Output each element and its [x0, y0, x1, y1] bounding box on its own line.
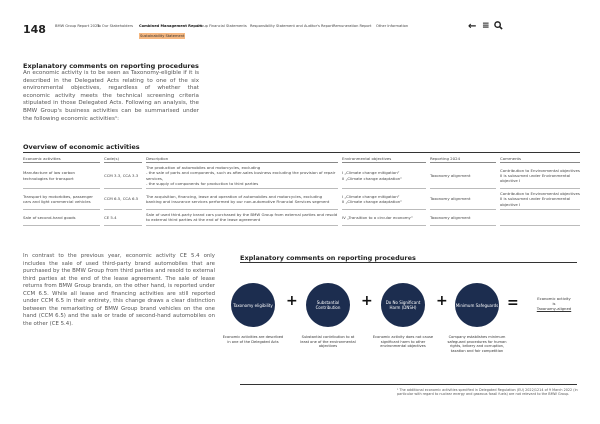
step-caption: Substantial contribution to at least one…	[300, 335, 356, 348]
cell-objectives: IV „Transition to a circular economy“	[342, 210, 426, 226]
intro-text: An economic activity is to be seen as Ta…	[23, 70, 199, 122]
cell-reporting: Taxonomy alignment	[430, 189, 496, 211]
col-header: Comments	[500, 154, 580, 163]
step-label: Do No Significant Harm (DNSH)	[385, 300, 421, 310]
page-number: 148	[23, 23, 46, 36]
cell-description: The production of automobiles and motorc…	[146, 163, 338, 190]
table-title-rule	[23, 152, 580, 153]
table-row: Sale of second-hand goods CE 5.4 Sale of u…	[23, 210, 580, 226]
plus-sign: +	[436, 293, 448, 309]
result-link: Taxonomy-aligned	[536, 305, 572, 311]
col-header: Code(s)	[104, 154, 142, 163]
cell-description: Sale of used third-party brand cars purc…	[146, 210, 338, 226]
back-arrow-icon[interactable]: ←	[468, 21, 477, 32]
nav-report[interactable]: BMW Group Report 2024	[55, 24, 100, 28]
intro-title: Explanatory comments on reporting proced…	[23, 62, 199, 70]
diagram-bottom-rule	[240, 384, 577, 385]
nav-responsibility-statement[interactable]: Responsibility Statement and Auditor's R…	[250, 24, 333, 28]
col-header: Environmental objectives	[342, 154, 426, 163]
cell-comments	[500, 210, 580, 226]
nav-sustainability-statement[interactable]: Sustainability Statement	[139, 33, 186, 39]
cell-comments: Contribution to Environmental objectives…	[500, 163, 580, 190]
nav-other-information[interactable]: Other Information	[376, 24, 409, 28]
nav-stakeholders[interactable]: To Our Stakeholders	[97, 24, 134, 28]
body-text: In contrast to the previous year, econom…	[23, 253, 215, 327]
menu-icon[interactable]: ≡	[482, 21, 490, 31]
nav-financial-statements[interactable]: Group Financial Statements	[197, 24, 247, 28]
plus-sign: +	[286, 293, 298, 309]
col-header: Description	[146, 154, 338, 163]
cell-activity: Sale of second-hand goods	[23, 210, 100, 226]
step-label: Minimum Safeguards	[455, 302, 499, 308]
cell-reporting: Taxonomy alignment	[430, 210, 496, 226]
plus-sign: +	[361, 293, 373, 309]
col-header: Reporting 2024	[430, 154, 496, 163]
cell-activity: Manufacture of low carbon technologies f…	[23, 163, 100, 190]
cell-codes: CCM 3.3, CCA 3.3	[104, 163, 142, 190]
cell-codes: CE 5.4	[104, 210, 142, 226]
activities-table: Economic activities Code(s) Description …	[19, 154, 584, 226]
step-caption: Company establishes minimum safeguard pr…	[447, 335, 507, 353]
table-title: Overview of economic activities	[23, 143, 140, 151]
step-caption: Economic activities are described in one…	[222, 335, 284, 344]
equals-sign: =	[507, 295, 519, 311]
step-circle: Substantial Contribution	[306, 283, 350, 327]
result-prefix: Economic activity is	[537, 296, 571, 306]
col-header: Economic activities	[23, 154, 100, 163]
cell-objectives: I „Climate change mitigation“ II „Climat…	[342, 189, 426, 211]
cell-objectives: I „Climate change mitigation“ II „Climat…	[342, 163, 426, 190]
cell-comments: Contribution to Environmental objectives…	[500, 189, 580, 211]
step-label: Substantial Contribution	[315, 300, 341, 310]
cell-description: The acquisition, financing, lease and op…	[146, 189, 338, 211]
step-circle: Do No Significant Harm (DNSH)	[381, 283, 425, 327]
step-label: Taxonomy eligibility	[233, 302, 273, 308]
search-icon[interactable]	[494, 21, 503, 33]
footnote: ¹ The additional economic activities spe…	[397, 388, 578, 397]
diagram-title: Explanatory comments on reporting proced…	[240, 254, 416, 262]
step-caption: Economic activity does not cause signifi…	[372, 335, 434, 348]
table-row: Manufacture of low carbon technologies f…	[23, 163, 580, 190]
table-row: Transport by motorbikes, passenger cars …	[23, 189, 580, 211]
cell-activity: Transport by motorbikes, passenger cars …	[23, 189, 100, 211]
result-text: Economic activity is Taxonomy-aligned	[536, 296, 572, 311]
step-circle: Taxonomy eligibility	[231, 283, 275, 327]
step-circle: Minimum Safeguards	[455, 283, 499, 327]
nav-combined-management-report[interactable]: Combined Management Report	[139, 24, 202, 28]
cell-reporting: Taxonomy alignment	[430, 163, 496, 190]
diagram-rule	[240, 262, 577, 263]
cell-codes: CCM 6.5, CCA 6.5	[104, 189, 142, 211]
nav-remuneration-report[interactable]: Remuneration Report	[333, 24, 372, 28]
